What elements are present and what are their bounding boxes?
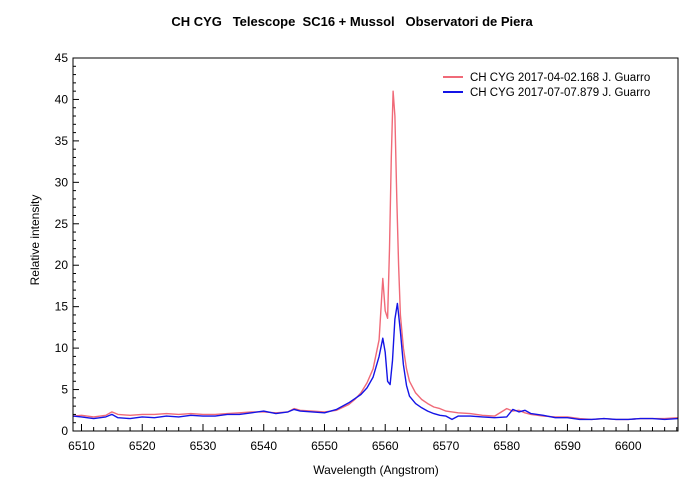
x-axis-label: Wavelength (Angstrom) <box>313 463 439 477</box>
y-tick-label: 0 <box>61 424 68 438</box>
x-tick-label: 6580 <box>493 439 520 453</box>
y-tick-label: 10 <box>55 341 69 355</box>
y-axis: 0 5 10 15 20 25 30 35 40 45 <box>55 51 79 438</box>
x-axis: 6510 6520 6530 6540 6550 6560 6570 6580 6590 6600 <box>68 424 678 453</box>
plot-frame <box>72 57 679 432</box>
legend: CH CYG 2017-04-02.168 J. Guarro CH CYG 20… <box>443 72 650 99</box>
y-tick-label: 25 <box>55 217 69 231</box>
y-tick-label: 30 <box>55 175 69 189</box>
series-layer <box>72 90 679 421</box>
x-tick-label: 6520 <box>129 439 156 453</box>
y-tick-label: 5 <box>61 383 68 397</box>
series-line-1 <box>72 90 679 421</box>
y-tick-label: 45 <box>55 51 69 65</box>
x-tick-label: 6560 <box>372 439 399 453</box>
y-tick-label: 40 <box>55 92 69 106</box>
x-tick-label: 6600 <box>615 439 642 453</box>
x-tick-label: 6530 <box>190 439 217 453</box>
x-tick-label: 6590 <box>554 439 581 453</box>
x-tick-label: 6510 <box>68 439 95 453</box>
y-axis-label: Relative intensity <box>28 195 42 286</box>
legend-label: CH CYG 2017-07-07.879 J. Guarro <box>470 87 650 99</box>
x-tick-label: 6540 <box>250 439 277 453</box>
series-line-2 <box>72 302 679 421</box>
x-tick-label: 6550 <box>311 439 338 453</box>
y-tick-label: 20 <box>55 258 69 272</box>
x-tick-label: 6570 <box>433 439 460 453</box>
y-tick-label: 15 <box>55 300 69 314</box>
chart-title: CH CYG Telescope SC16 + Mussol Observato… <box>171 14 533 29</box>
legend-label: CH CYG 2017-04-02.168 J. Guarro <box>470 72 650 84</box>
y-tick-label: 35 <box>55 134 69 148</box>
